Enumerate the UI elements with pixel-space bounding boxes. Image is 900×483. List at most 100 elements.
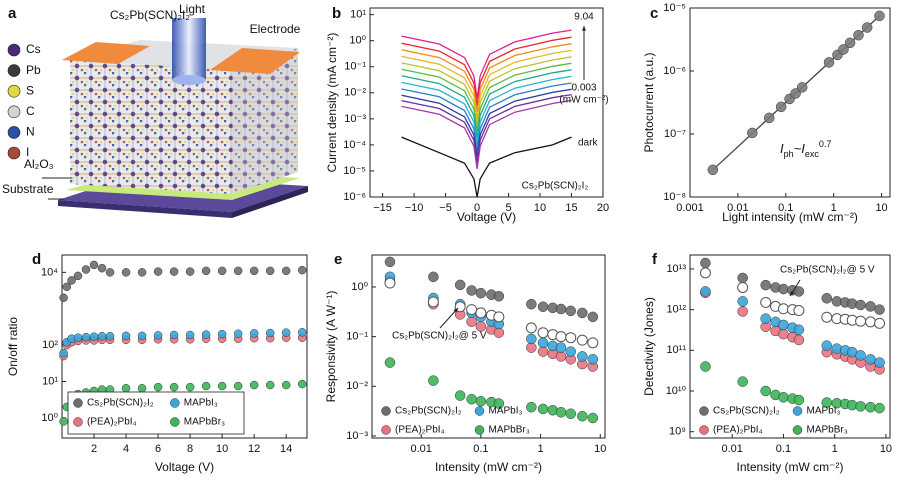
- legend-label: (PEA)₂PbI₄: [87, 417, 137, 428]
- legend-label: MAPbBr₃: [807, 425, 848, 436]
- data-point: [59, 348, 68, 358]
- legend-swatch: [381, 406, 391, 416]
- y-tick-label: 10¹: [42, 375, 58, 387]
- y-tick-label: 10⁻⁵: [343, 165, 366, 177]
- panel-letter: f: [652, 251, 658, 268]
- data-point: [81, 265, 91, 274]
- data-point: [217, 266, 227, 276]
- series-annotation: Cs₂Pb(SCN)₂I₂@ 5 V: [392, 331, 487, 342]
- data-point: [384, 277, 396, 289]
- data-point: [855, 299, 866, 311]
- data-point: [853, 29, 864, 41]
- panel-letter: d: [32, 251, 41, 268]
- data-point: [153, 382, 163, 392]
- data-point: [823, 57, 835, 68]
- series-line: [401, 56, 572, 126]
- data-point: [555, 342, 567, 353]
- series-line: [401, 43, 572, 113]
- data-point: [565, 408, 576, 420]
- y-tick-label: 10⁻⁶: [343, 191, 366, 203]
- data-point: [526, 401, 537, 413]
- annotation-part: ~I: [794, 141, 806, 156]
- legend-swatch: [170, 417, 180, 427]
- data-point: [297, 379, 307, 389]
- data-point: [576, 334, 588, 346]
- data-point: [737, 376, 748, 387]
- data-point: [89, 332, 99, 341]
- x-tick-label: 6: [155, 443, 161, 455]
- data-point: [565, 332, 577, 344]
- x-tick-label: 1: [538, 443, 544, 455]
- data-point: [587, 412, 599, 424]
- data-point: [384, 357, 396, 368]
- legend-swatch: [792, 406, 803, 416]
- data-point: [97, 263, 107, 273]
- data-point: [249, 266, 259, 276]
- annotation-part: I: [780, 141, 784, 156]
- data-point: [587, 337, 599, 349]
- y-axis-label: Responsivity (A W⁻¹): [324, 291, 338, 403]
- x-tick-label: −5: [439, 202, 452, 214]
- legend-label: Pb: [26, 63, 41, 77]
- annotation: Iph~Iexc0.7: [780, 139, 831, 159]
- x-axis-label: Light intensity (mW cm⁻²): [722, 210, 858, 224]
- data-point: [281, 380, 291, 390]
- y-tick-label: 10⁻⁷: [664, 128, 686, 140]
- x-tick-label: 15: [565, 202, 577, 214]
- data-point: [137, 384, 147, 393]
- data-point: [169, 330, 179, 340]
- data-point: [865, 401, 876, 413]
- series-line: [401, 36, 572, 106]
- arrow-head: [582, 26, 586, 31]
- crystal-lattice: [70, 60, 232, 194]
- data-point: [793, 305, 805, 317]
- data-point: [265, 328, 275, 338]
- data-point: [555, 407, 567, 418]
- data-point: [121, 268, 131, 277]
- data-point: [793, 324, 805, 336]
- data-point: [865, 301, 876, 312]
- y-tick-label: 10⁻⁸: [663, 191, 686, 203]
- legend-label: MAPbI₃: [489, 406, 523, 417]
- data-point: [537, 337, 549, 349]
- legend-label: Cs₂Pb(SCN)₂I₂: [713, 406, 780, 417]
- x-axis-label: Intensity (mW cm⁻²): [737, 460, 844, 474]
- data-point: [201, 381, 211, 391]
- data-point: [121, 384, 131, 393]
- x-tick-label: 10: [216, 443, 228, 455]
- x-tick-label: −15: [373, 202, 392, 214]
- panel-letter: c: [650, 5, 658, 22]
- y-tick-label: 10⁻²: [346, 380, 368, 392]
- y-axis-label: On/off ratio: [6, 317, 20, 376]
- legend-swatch: [699, 406, 709, 416]
- axis-frame: [371, 254, 606, 439]
- data-point: [577, 307, 588, 319]
- legend-swatch: [7, 146, 21, 160]
- y-tick-label: 10⁻¹: [346, 331, 368, 343]
- axis-frame: [689, 254, 891, 439]
- y-tick-label: 10⁻²: [344, 87, 366, 99]
- x-tick-label: 14: [280, 443, 292, 455]
- schematic: a Cs₂Pb(SCN)₂I₂ Light Electrode Al₂O₃ Su…: [2, 2, 308, 218]
- data-point: [105, 332, 115, 341]
- x-tick-label: 0.1: [778, 202, 793, 214]
- legend-label: MAPbI₃: [807, 406, 841, 417]
- series-line: [401, 49, 572, 119]
- data-point: [577, 410, 588, 422]
- data-point: [249, 380, 259, 390]
- data-point: [297, 265, 307, 275]
- legend-frame: [67, 391, 245, 435]
- annotation: 0.003: [571, 83, 596, 94]
- data-point: [493, 291, 505, 302]
- y-tick-label: 10⁴: [41, 266, 58, 278]
- data-point: [475, 307, 487, 319]
- data-point: [700, 286, 711, 297]
- y-axis-label: Photocurrent (a.u.): [642, 52, 656, 152]
- annotation: (mW cm⁻²): [559, 95, 608, 106]
- legend-label: (PEA)₂PbI₄: [713, 425, 763, 436]
- compound-label: Cs₂Pb(SCN)₂I₂: [110, 8, 190, 22]
- data-point: [793, 394, 805, 406]
- data-point: [777, 303, 789, 315]
- crystal-side-lattice: [232, 48, 298, 194]
